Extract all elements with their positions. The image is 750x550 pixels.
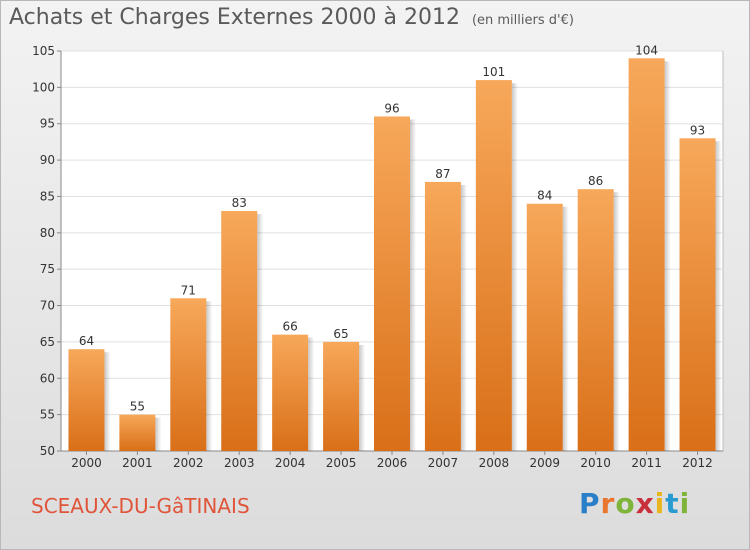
y-tick-label: 90 xyxy=(40,153,55,167)
bar-shadow xyxy=(613,192,620,451)
bar-shadow xyxy=(664,61,671,451)
x-tick-label: 2000 xyxy=(71,456,102,470)
data-label: 93 xyxy=(690,123,705,137)
y-tick-label: 85 xyxy=(40,189,55,203)
data-label: 64 xyxy=(79,334,94,348)
bar-shadow xyxy=(359,344,366,451)
bar xyxy=(272,334,309,451)
proxiti-logo[interactable]: Proxiti xyxy=(579,487,690,520)
bar xyxy=(526,203,563,451)
data-label: 55 xyxy=(130,400,145,414)
bar xyxy=(374,116,410,452)
x-tick-label: 2004 xyxy=(275,456,306,470)
x-tick-label: 2003 xyxy=(224,456,255,470)
x-tick-label: 2010 xyxy=(580,456,611,470)
bar xyxy=(68,349,105,451)
data-label: 83 xyxy=(232,196,247,210)
data-label: 66 xyxy=(283,320,298,334)
logo-letter: x xyxy=(635,487,655,520)
bar-shadow xyxy=(562,206,569,451)
x-tick-label: 2012 xyxy=(682,456,713,470)
data-label: 96 xyxy=(384,101,399,115)
y-tick-label: 65 xyxy=(40,335,55,349)
y-tick-label: 105 xyxy=(32,44,55,58)
data-label: 101 xyxy=(482,65,505,79)
bar xyxy=(323,341,360,451)
logo-letter: i xyxy=(654,487,666,520)
data-label: 71 xyxy=(181,283,196,297)
logo-letter: r xyxy=(600,487,616,520)
bar-shadow xyxy=(308,337,315,451)
data-label: 65 xyxy=(333,327,348,341)
bars xyxy=(68,58,722,452)
y-tick-label: 100 xyxy=(32,80,55,94)
y-tick-label: 80 xyxy=(40,226,55,240)
logo-letter: P xyxy=(579,487,601,520)
bar xyxy=(475,80,512,451)
logo-letter: t xyxy=(665,487,680,520)
axes: 50 55 60 65 70 75 80 85 90 95 100 105 2000 2001 2002 20… xyxy=(32,44,723,470)
logo-letter: o xyxy=(615,487,636,520)
x-tick-label: 2009 xyxy=(529,456,560,470)
bar xyxy=(628,58,665,451)
chart-title-text: Achats et Charges Externes 2000 à 2012 xyxy=(9,5,460,30)
logo-letter: i xyxy=(679,487,691,520)
bar xyxy=(170,298,207,451)
x-tick-label: 2006 xyxy=(377,456,408,470)
data-labels: 64 55 71 83 66 65 96 87 101 84 86 104 93 xyxy=(79,43,705,413)
y-tick-label: 75 xyxy=(40,262,55,276)
bar xyxy=(577,189,614,451)
bar-shadow xyxy=(410,119,416,452)
x-tick-label: 2011 xyxy=(631,456,662,470)
y-tick-label: 60 xyxy=(40,371,55,385)
bar xyxy=(119,414,156,451)
y-tick-label: 55 xyxy=(40,408,55,422)
bar-shadow xyxy=(155,417,162,451)
y-tick-label: 50 xyxy=(40,444,55,458)
data-label: 86 xyxy=(588,174,603,188)
y-tick-label: 70 xyxy=(40,299,55,313)
bar-shadow xyxy=(257,214,264,451)
bar xyxy=(679,138,716,452)
bar-shadow xyxy=(104,352,111,451)
bar-shadow xyxy=(511,83,518,451)
commune-name: SCEAUX-DU-GâTINAIS xyxy=(31,494,250,518)
chart-subtitle: (en milliers d'€) xyxy=(471,13,574,28)
data-label: 104 xyxy=(635,43,658,57)
x-tick-label: 2007 xyxy=(428,456,459,470)
bar-shadow xyxy=(715,141,722,452)
data-label: 84 xyxy=(537,189,552,203)
x-tick-label: 2001 xyxy=(122,456,153,470)
bar-shadow xyxy=(206,301,213,451)
data-label: 87 xyxy=(435,167,450,181)
bar xyxy=(221,211,258,451)
chart-title: Achats et Charges Externes 2000 à 2012 (e… xyxy=(9,5,574,30)
bar xyxy=(424,181,461,451)
x-tick-label: 2008 xyxy=(479,456,510,470)
y-tick-label: 95 xyxy=(40,117,55,131)
bar-shadow xyxy=(460,184,467,451)
x-tick-label: 2005 xyxy=(326,456,357,470)
x-tick-label: 2002 xyxy=(173,456,204,470)
